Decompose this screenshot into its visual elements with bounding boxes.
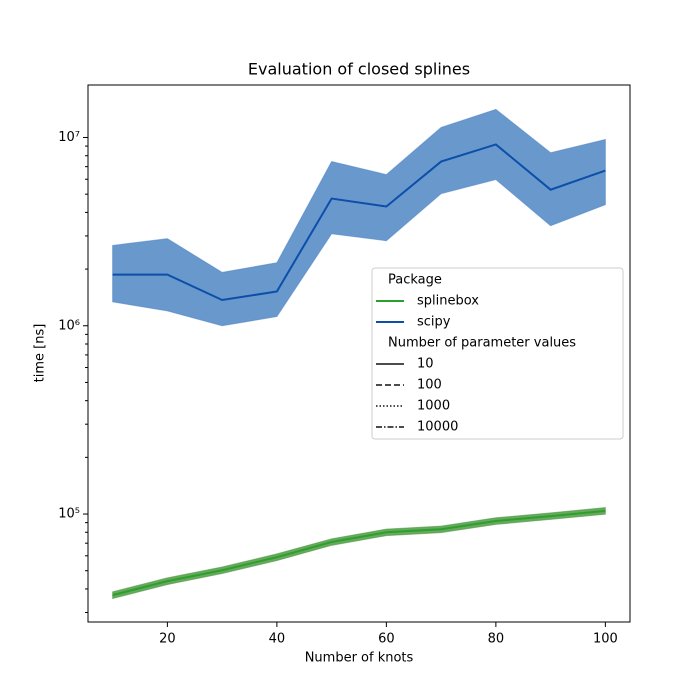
- series-line: [112, 509, 606, 597]
- legend-label: 100: [417, 378, 442, 393]
- legend-title: Number of parameter values: [388, 336, 576, 351]
- legend-label: 10000: [417, 420, 458, 435]
- legend-label: splinebox: [417, 294, 479, 309]
- chart-title: Evaluation of closed splines: [248, 60, 470, 79]
- y-tick-label: 10⁵: [58, 507, 80, 522]
- plot-frame: [87, 84, 631, 623]
- confidence-band: [112, 507, 606, 600]
- legend-label: 10: [417, 357, 434, 372]
- x-tick-label: 20: [159, 632, 176, 647]
- legend-title: Package: [388, 273, 442, 288]
- y-tick-label: 10⁷: [58, 130, 80, 145]
- x-tick-label: 40: [269, 632, 286, 647]
- legend-box: [371, 267, 624, 440]
- x-axis-label: Number of knots: [305, 651, 414, 666]
- legend-label: scipy: [417, 315, 451, 330]
- y-tick-label: 10⁶: [58, 318, 80, 333]
- confidence-band: [112, 108, 606, 327]
- legend-label: 1000: [417, 399, 450, 414]
- x-tick-label: 100: [593, 632, 618, 647]
- legend: Package splinebox scipy Number of parameter…: [371, 267, 624, 440]
- y-axis-label: time [ns]: [33, 324, 48, 383]
- series-line: [112, 143, 606, 302]
- x-tick-label: 60: [378, 632, 395, 647]
- x-tick-label: 80: [488, 632, 505, 647]
